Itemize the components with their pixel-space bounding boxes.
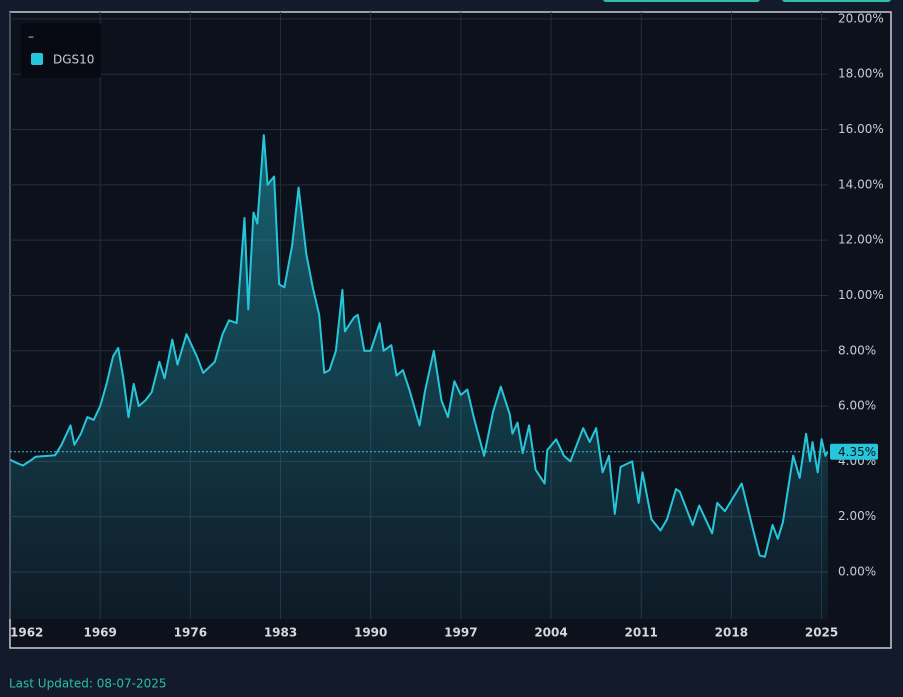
x-tick-label: 1997	[444, 626, 477, 640]
x-tick-label: 1962	[10, 626, 43, 640]
x-tick-label: 1990	[354, 626, 387, 640]
top-button[interactable]	[782, 0, 891, 2]
x-tick-label: 1983	[264, 626, 297, 640]
legend-label[interactable]: DGS10	[53, 53, 94, 67]
x-tick-label: 2025	[805, 626, 838, 640]
y-tick-label: 16.00%	[838, 122, 884, 136]
y-tick-label: 10.00%	[838, 288, 884, 302]
y-tick-label: 0.00%	[838, 564, 876, 578]
y-tick-label: 8.00%	[838, 343, 876, 357]
current-value-label: 4.35%	[838, 445, 876, 459]
footer: Last Updated: 08-07-2025	[9, 677, 166, 691]
x-tick-label: 2011	[625, 626, 658, 640]
x-tick-label: 1969	[83, 626, 116, 640]
area	[10, 135, 828, 619]
x-tick-label: 2004	[534, 626, 567, 640]
legend-title: –	[28, 30, 34, 44]
y-tick-label: 18.00%	[838, 67, 884, 81]
current-value-badge	[830, 443, 878, 460]
line	[10, 134, 828, 558]
y-tick-label: 14.00%	[838, 177, 884, 191]
y-tick-label: 2.00%	[838, 509, 876, 523]
y-tick-label: 6.00%	[838, 399, 876, 413]
top-button[interactable]	[603, 0, 760, 2]
legend-swatch	[31, 53, 43, 65]
x-tick-label: 1976	[174, 626, 207, 640]
x-tick-label: 2018	[715, 626, 748, 640]
y-tick-label: 20.00%	[838, 11, 884, 25]
y-tick-label: 12.00%	[838, 233, 884, 247]
